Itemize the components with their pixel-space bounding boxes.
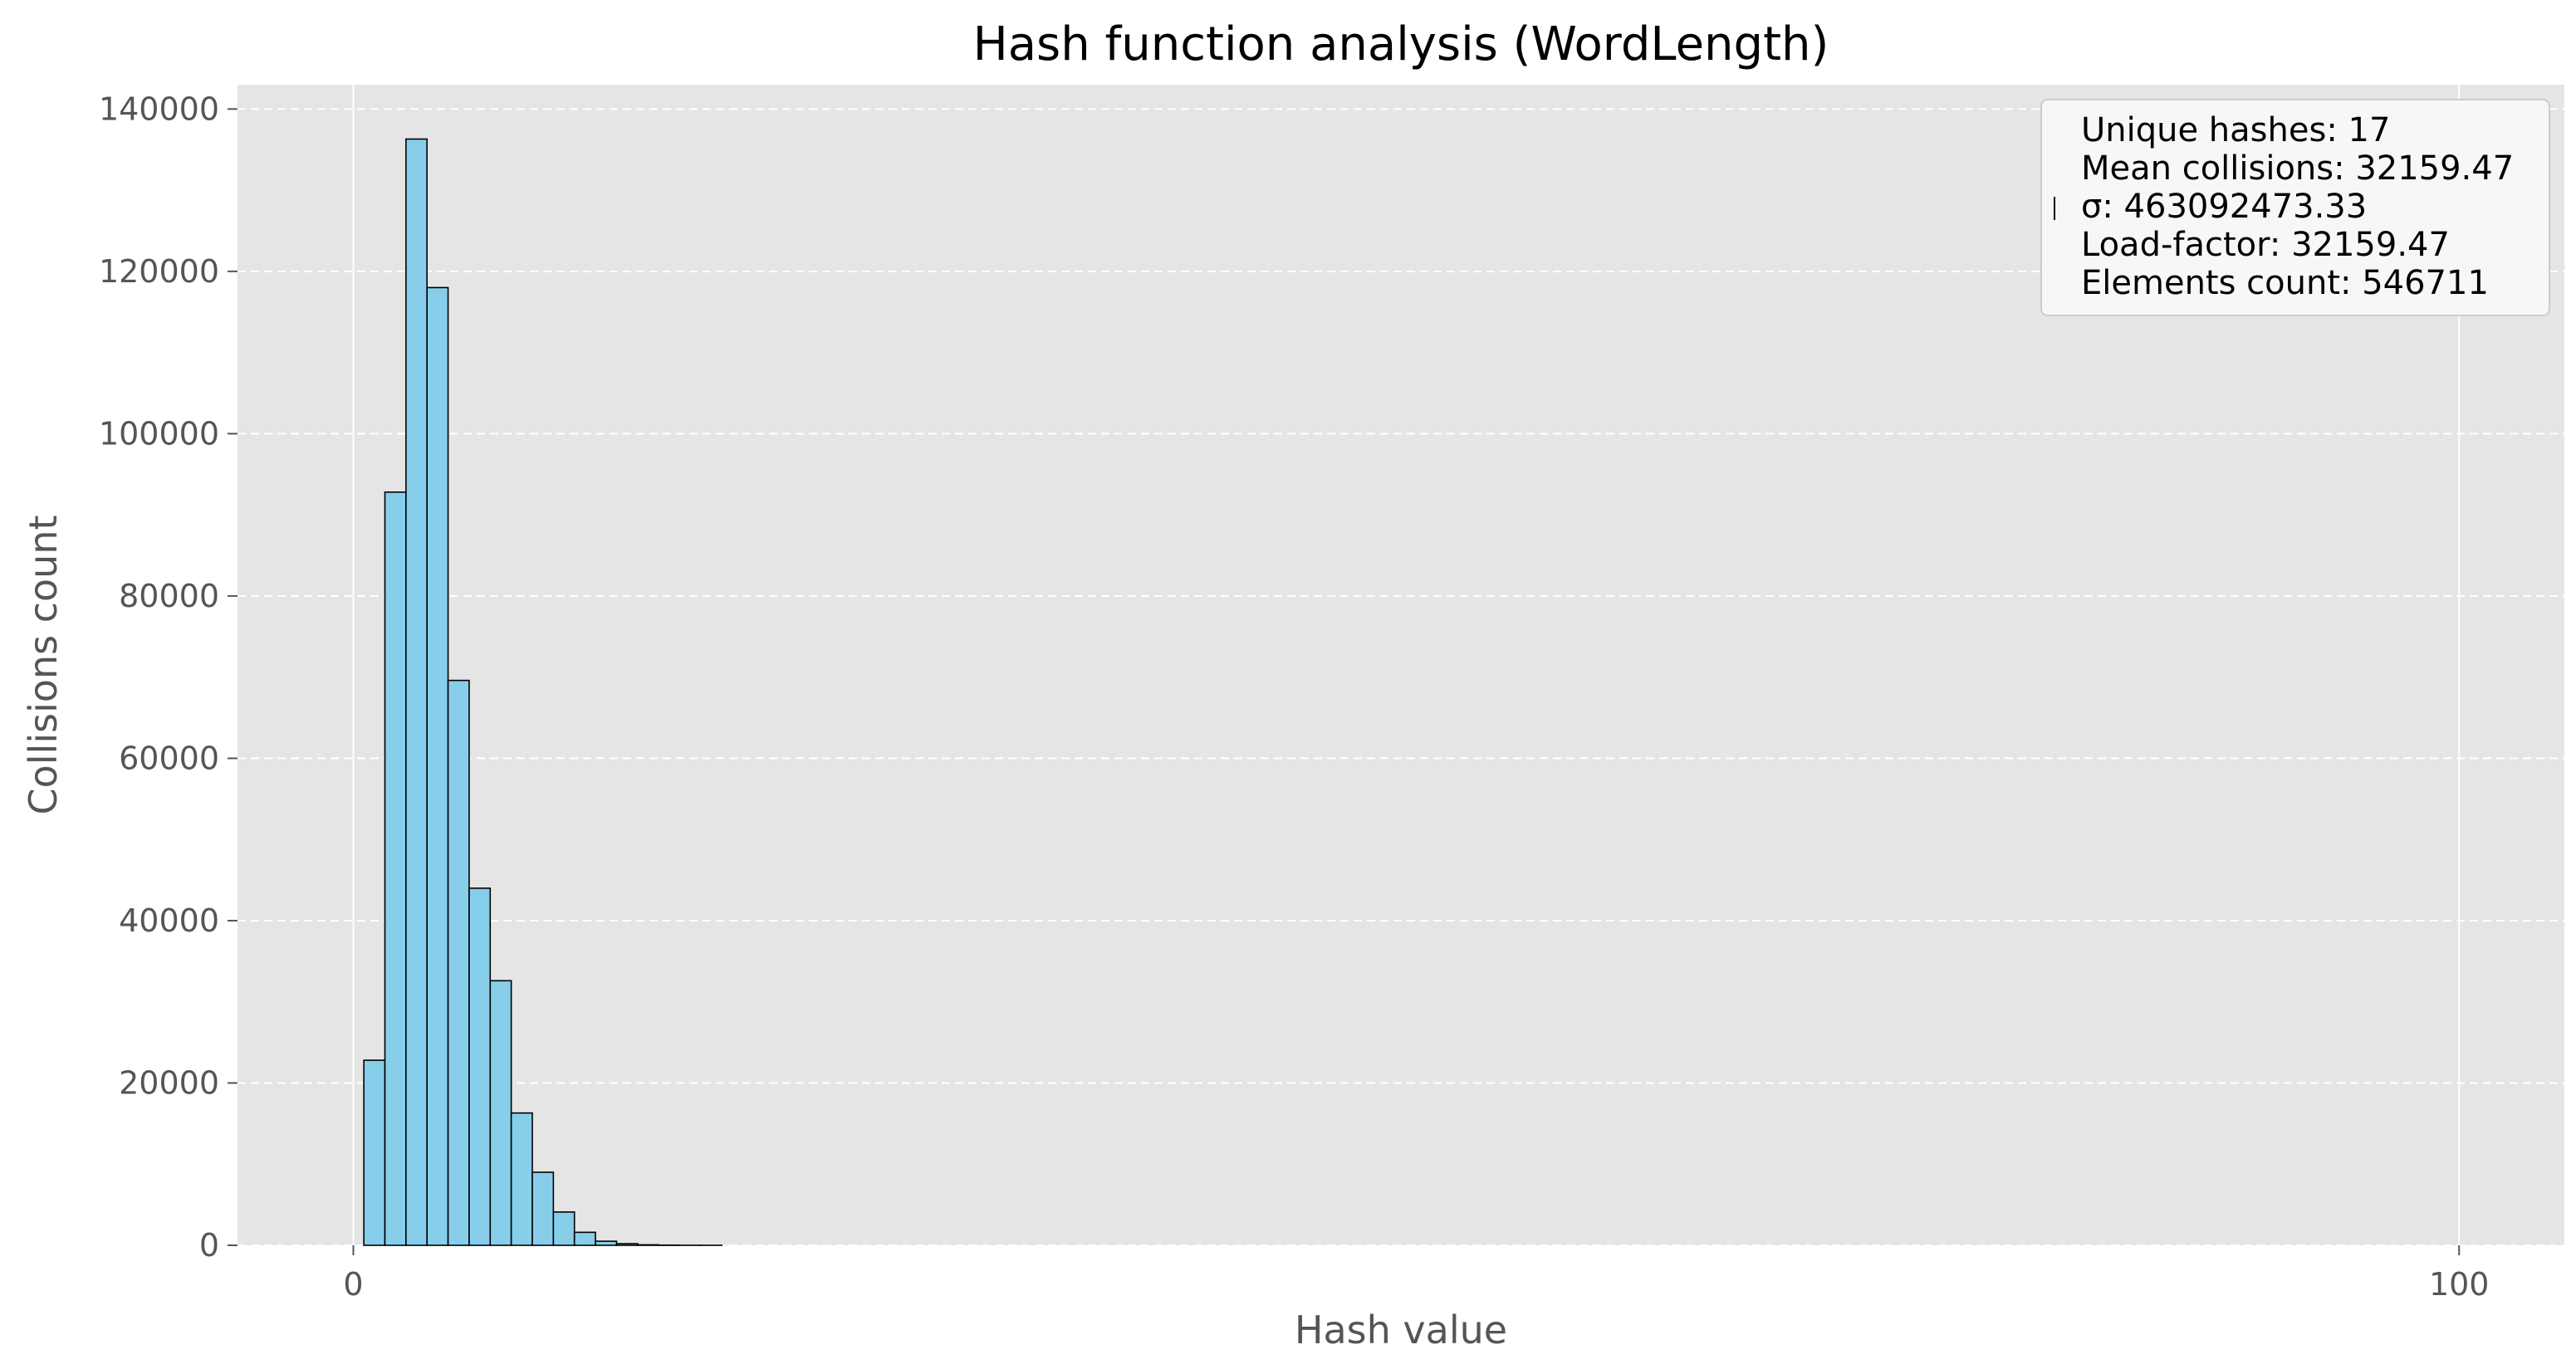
histogram-bar (615, 1243, 639, 1246)
x-tick-label: 100 (2429, 1266, 2490, 1303)
histogram-bar (447, 679, 470, 1246)
y-tick-label: 0 (199, 1227, 219, 1264)
bars (363, 138, 723, 1246)
histogram-bar (489, 980, 512, 1246)
x-axis-label: Hash value (1295, 1308, 1507, 1352)
legend-mean-collisions: Mean collisions: 32159.47 (2081, 149, 2514, 188)
chart-title: Hash function analysis (WordLength) (973, 17, 1829, 71)
y-tick-label: 60000 (119, 740, 219, 776)
histogram-bar (384, 491, 407, 1246)
y-tick-label: 40000 (119, 902, 219, 939)
histogram-bar (531, 1171, 555, 1246)
legend-elements-count: Elements count: 546711 (2081, 264, 2489, 302)
histogram-bar (636, 1244, 659, 1246)
histogram-bar (510, 1112, 533, 1246)
legend-load-factor: Load-factor: 32159.47 (2081, 226, 2450, 264)
y-tick-label: 80000 (119, 578, 219, 614)
y-tick-label: 20000 (119, 1064, 219, 1101)
histogram-bar (573, 1231, 596, 1246)
axis-ticks: 0 20000 40000 60000 80000 100000 120000 140000 0… (99, 90, 2490, 1303)
legend-unique-hashes: Unique hashes: 17 (2081, 111, 2390, 149)
histogram-bar (405, 138, 429, 1246)
y-tick-label: 120000 (99, 253, 219, 290)
histogram-bar (595, 1240, 618, 1246)
y-tick-label: 140000 (99, 90, 219, 127)
y-axis-label: Collisions count (21, 515, 66, 814)
histogram-bar (426, 286, 449, 1246)
legend-box (2040, 99, 2550, 316)
legend: Unique hashes: 17 Mean collisions: 32159… (2040, 99, 2550, 316)
histogram-bar (552, 1211, 575, 1246)
y-tick-label: 100000 (99, 415, 219, 452)
legend-sigma: σ: 463092473.33 (2081, 188, 2367, 226)
x-tick-label: 0 (343, 1266, 363, 1303)
histogram-bar (363, 1059, 386, 1246)
histogram-bar (468, 887, 492, 1246)
